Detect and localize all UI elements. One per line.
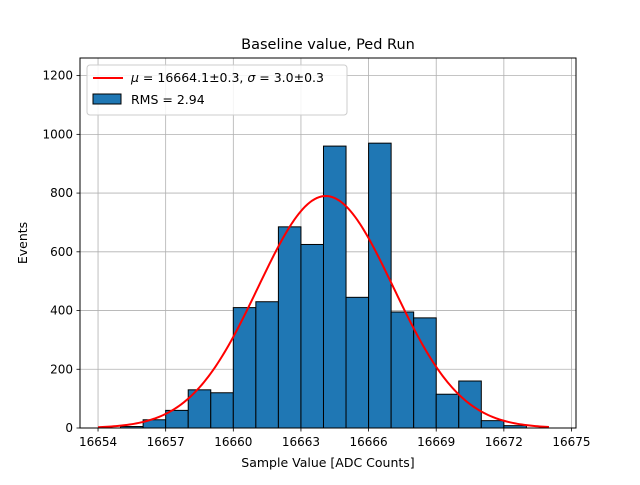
x-tick-label: 16663: [282, 435, 320, 449]
histogram-bar: [435, 393, 460, 429]
histogram-bar: [300, 243, 324, 429]
legend-fit-label: μ = 16664.1±0.3, σ = 3.0±0.3: [130, 70, 324, 85]
histogram-bar: [255, 301, 279, 429]
legend-hist-label: RMS = 2.94: [131, 92, 205, 107]
y-tick-label: 1200: [42, 69, 73, 83]
y-axis-label: Events: [15, 222, 30, 264]
histogram-bar: [210, 392, 234, 429]
x-tick-label: 16672: [485, 435, 523, 449]
y-tick-label: 400: [50, 304, 73, 318]
y-tick-label: 0: [65, 421, 73, 435]
x-tick-label: 16675: [552, 435, 590, 449]
x-tick-label: 16660: [214, 435, 252, 449]
legend-box: [86, 64, 348, 116]
histogram-bar: [390, 311, 415, 429]
histogram-bar: [232, 307, 257, 429]
histogram-bar: [277, 226, 302, 429]
legend-hist-patch-swatch: [92, 93, 122, 105]
legend-fit-sigma-value: = 3.0±0.3: [255, 70, 324, 85]
chart-title: Baseline value, Ped Run: [241, 37, 415, 53]
y-tick-label: 1000: [42, 127, 73, 141]
gaussian-fit: [97, 195, 550, 429]
histogram-bar: [368, 142, 392, 429]
x-tick-label: 16657: [147, 435, 185, 449]
x-axis-ticks: 16654 16657 16660 16663 16666 16669 16672 16675: [79, 428, 591, 449]
y-tick-label: 800: [50, 186, 73, 200]
y-axis-ticks: 0 200 400 600 800 1000 1200: [42, 69, 80, 435]
legend-fit-mu: μ: [130, 70, 139, 85]
legend: μ = 16664.1±0.3, σ = 3.0±0.3 RMS = 2.94: [86, 64, 348, 116]
gaussian-fit-curve: [97, 195, 550, 429]
x-tick-label: 16666: [349, 435, 387, 449]
histogram-bar: [480, 420, 505, 429]
x-axis-label: Sample Value [ADC Counts]: [241, 455, 414, 470]
y-tick-label: 600: [50, 245, 73, 259]
plot-frame: [79, 57, 577, 429]
histogram-bar: [322, 145, 347, 429]
x-tick-label: 16669: [417, 435, 455, 449]
x-tick-label: 16654: [79, 435, 117, 449]
y-tick-label: 200: [50, 362, 73, 376]
histogram-bar: [345, 296, 370, 429]
legend-fit-sigma: σ: [247, 70, 256, 85]
legend-fit-mu-value: = 16664.1±0.3,: [139, 70, 247, 85]
